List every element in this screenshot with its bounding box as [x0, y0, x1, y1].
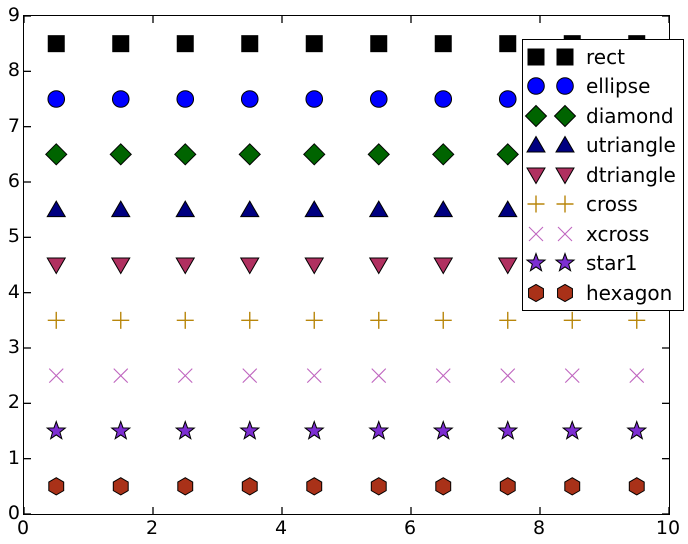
- legend-label: hexagon: [586, 280, 673, 305]
- legend-label: rect: [586, 44, 625, 69]
- series-xcross: [48, 368, 645, 384]
- y-tick-label-5: 5: [7, 225, 20, 248]
- star1-marker-icon: [554, 252, 576, 273]
- legend-label: star1: [586, 251, 638, 276]
- series-hexagon: [48, 477, 645, 496]
- legend-entry-xcross: xcross: [523, 219, 683, 249]
- rect-marker-icon: [527, 48, 545, 66]
- xcross-marker-icon: [557, 226, 573, 242]
- legend-entry-ellipse: ellipse: [523, 72, 683, 102]
- x-tick-label-10: 10: [655, 517, 681, 539]
- y-tick-label-1: 1: [7, 446, 20, 469]
- legend-entry-star1: star1: [523, 249, 683, 279]
- series-cross: [47, 311, 646, 329]
- y-tick-label-3: 3: [7, 336, 20, 358]
- y-tick-label-2: 2: [7, 391, 20, 414]
- dtriangle-marker-icon: [526, 167, 546, 185]
- legend-entry-diamond: diamond: [523, 101, 683, 131]
- utriangle-marker-icon: [555, 135, 575, 153]
- rect-marker-icon: [556, 48, 574, 66]
- diamond-marker-icon: [553, 104, 577, 127]
- diamond-marker-icon: [524, 104, 548, 127]
- legend-entry-dtriangle: dtriangle: [523, 160, 683, 190]
- x-tick-label-4: 4: [274, 517, 288, 539]
- legend-entry-utriangle: utriangle: [523, 131, 683, 161]
- star1-marker-icon: [525, 252, 547, 273]
- legend-box: rect ellipse diamond utriangle dtriangle cros…: [522, 39, 684, 311]
- cross-marker-icon: [556, 195, 574, 213]
- legend-label: ellipse: [586, 74, 651, 99]
- legend-label: diamond: [586, 103, 674, 128]
- x-tick-label-8: 8: [532, 517, 546, 539]
- x-tick-label-0: 0: [16, 517, 30, 539]
- series-star1: [45, 420, 648, 440]
- y-tick-label-0: 0: [7, 502, 20, 524]
- ellipse-marker-icon: [527, 77, 545, 96]
- cross-marker-icon: [527, 195, 545, 213]
- y-tick-label-7: 7: [7, 114, 20, 137]
- x-tick-label-6: 6: [403, 517, 417, 539]
- legend-label: utriangle: [586, 133, 676, 158]
- hexagon-marker-icon: [528, 283, 544, 302]
- legend-entry-cross: cross: [523, 190, 683, 220]
- y-tick-label-9: 9: [7, 4, 20, 26]
- dtriangle-marker-icon: [555, 167, 575, 185]
- y-tick-label-6: 6: [7, 170, 20, 192]
- y-tick-label-4: 4: [7, 280, 20, 303]
- legend-label: xcross: [586, 221, 650, 246]
- legend-label: cross: [586, 192, 638, 217]
- xcross-marker-icon: [528, 226, 544, 242]
- legend-entry-hexagon: hexagon: [523, 278, 683, 308]
- ellipse-marker-icon: [556, 77, 574, 96]
- hexagon-marker-icon: [557, 283, 573, 302]
- x-tick-label-2: 2: [145, 517, 159, 539]
- legend-label: dtriangle: [586, 162, 676, 187]
- legend-entry-rect: rect: [523, 42, 683, 72]
- plot-area: rect ellipse diamond utriangle dtriangle cros…: [23, 15, 684, 515]
- utriangle-marker-icon: [526, 135, 546, 153]
- y-tick-label-8: 8: [7, 59, 20, 82]
